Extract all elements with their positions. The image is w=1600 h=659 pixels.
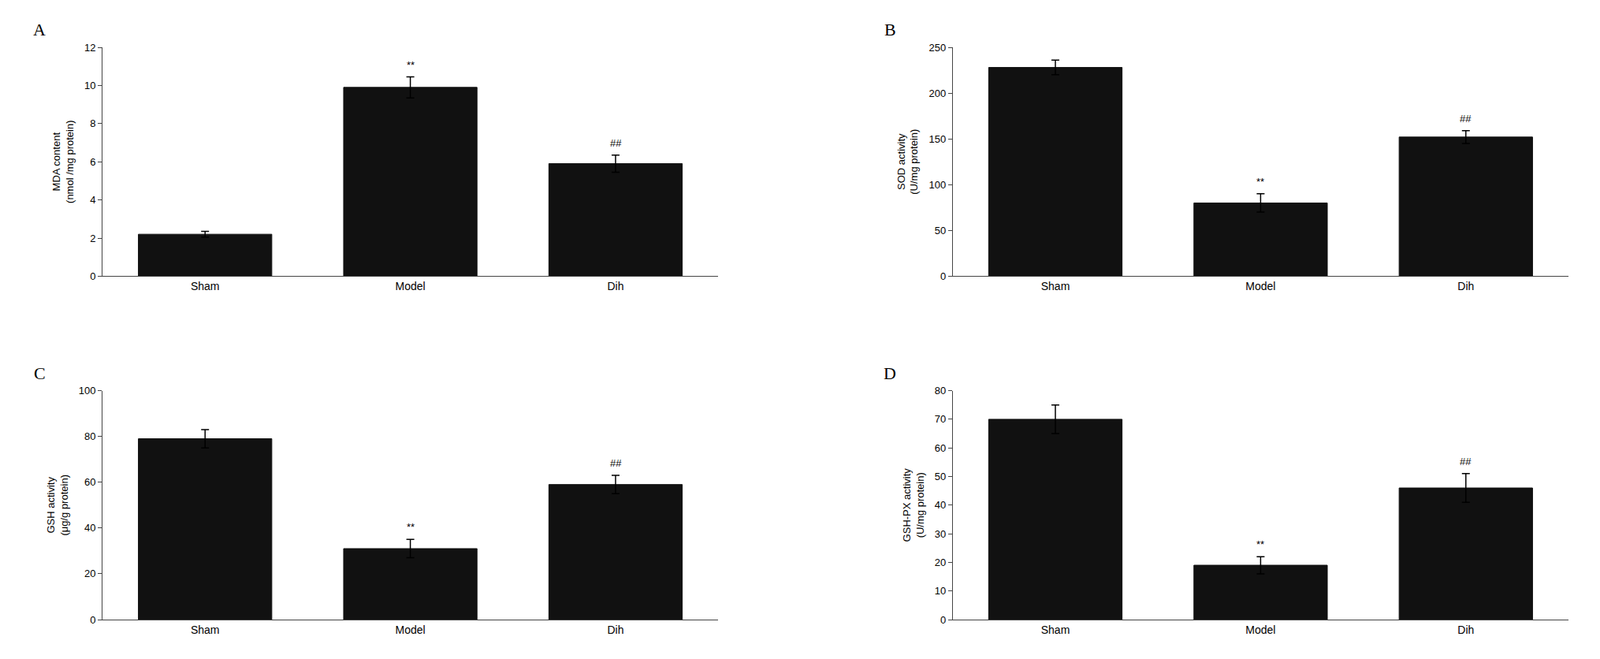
svg-text:##: ##	[610, 457, 622, 469]
svg-text:50: 50	[934, 224, 946, 237]
svg-text:B: B	[884, 19, 897, 40]
svg-text:Dih: Dih	[606, 623, 624, 637]
svg-text:200: 200	[928, 87, 946, 100]
svg-text:0: 0	[89, 613, 96, 626]
svg-text:100: 100	[78, 384, 97, 397]
svg-text:A: A	[33, 19, 46, 40]
svg-text:80: 80	[934, 384, 946, 397]
svg-text:Model: Model	[395, 279, 426, 293]
svg-text:**: **	[406, 520, 415, 533]
svg-text:**: **	[406, 59, 415, 71]
svg-text:30: 30	[934, 528, 946, 540]
svg-text:Model: Model	[1245, 279, 1276, 293]
svg-text:10: 10	[84, 79, 96, 92]
svg-text:Model: Model	[1245, 623, 1276, 637]
svg-text:MDA content(nmol /mg protein): MDA content(nmol /mg protein)	[50, 119, 76, 203]
svg-text:70: 70	[934, 413, 946, 425]
svg-text:8: 8	[89, 117, 96, 130]
svg-text:60: 60	[934, 442, 946, 454]
svg-text:10: 10	[934, 584, 946, 597]
svg-text:Model: Model	[395, 623, 426, 637]
svg-text:Sham: Sham	[1041, 279, 1071, 293]
svg-text:GSH-PX activity(U/mg protein): GSH-PX activity(U/mg protein)	[900, 468, 927, 543]
svg-text:Sham: Sham	[190, 279, 220, 293]
svg-text:##: ##	[610, 137, 622, 149]
svg-text:40: 40	[84, 521, 96, 534]
svg-text:0: 0	[940, 270, 946, 283]
svg-text:D: D	[883, 363, 897, 384]
svg-text:100: 100	[928, 178, 946, 191]
svg-text:20: 20	[84, 567, 96, 580]
svg-text:50: 50	[934, 470, 946, 483]
svg-text:**: **	[1256, 175, 1265, 188]
svg-text:150: 150	[928, 133, 946, 146]
svg-text:Sham: Sham	[190, 623, 220, 637]
svg-text:6: 6	[89, 156, 96, 168]
svg-text:Dih: Dih	[1457, 279, 1474, 293]
svg-text:GSH activity(μg/g protein): GSH activity(μg/g protein)	[44, 474, 71, 536]
svg-text:0: 0	[940, 613, 946, 626]
svg-text:SOD activity(U/mg protein): SOD activity(U/mg protein)	[895, 129, 921, 195]
svg-text:20: 20	[934, 556, 946, 569]
svg-text:12: 12	[84, 41, 96, 54]
svg-text:250: 250	[928, 41, 946, 54]
svg-text:2: 2	[89, 232, 96, 245]
svg-text:##: ##	[1459, 112, 1472, 125]
svg-text:40: 40	[934, 498, 946, 511]
svg-text:Dih: Dih	[606, 279, 624, 293]
svg-text:0: 0	[89, 270, 96, 283]
svg-text:Dih: Dih	[1457, 623, 1474, 637]
svg-text:##: ##	[1459, 455, 1472, 468]
svg-text:4: 4	[89, 193, 96, 206]
svg-text:60: 60	[84, 476, 96, 488]
svg-text:80: 80	[84, 430, 96, 443]
svg-text:**: **	[1256, 538, 1265, 551]
svg-text:C: C	[33, 363, 46, 384]
svg-text:Sham: Sham	[1041, 623, 1071, 637]
